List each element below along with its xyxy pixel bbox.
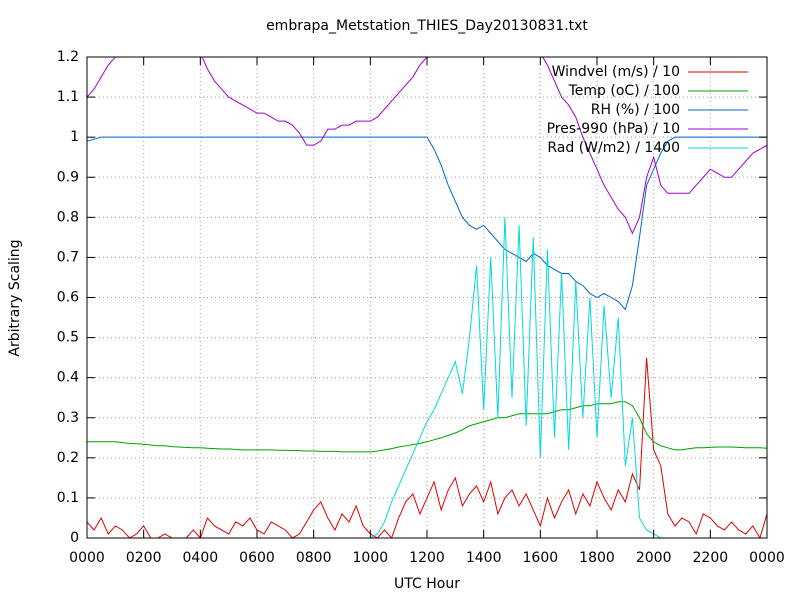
x-tick-label: 0400 — [183, 550, 219, 566]
x-tick-label: 1200 — [409, 550, 445, 566]
legend: Windvel (m/s) / 10 Temp (oC) / 100 RH (%) … — [547, 64, 748, 156]
y-tick-label: 0.4 — [57, 370, 79, 386]
y-tick-label: 1.1 — [57, 89, 79, 105]
x-tick-label: 0000 — [749, 550, 785, 566]
y-axis-label: Arbitrary Scaling — [7, 239, 23, 356]
series-line — [87, 136, 767, 311]
y-tick-label: 0.3 — [57, 410, 79, 426]
y-tick-label: 0.9 — [57, 169, 79, 185]
series-line — [87, 357, 767, 538]
chart-title: embrapa_Metstation_THIES_Day20130831.txt — [266, 18, 588, 34]
x-tick-label: 1800 — [579, 550, 615, 566]
x-tick-label: 1400 — [466, 550, 502, 566]
y-tick-label: 0.8 — [57, 209, 79, 225]
x-tick-label: 0000 — [69, 550, 105, 566]
legend-label: Temp (oC) / 100 — [568, 83, 680, 99]
y-tick-label: 0.7 — [57, 249, 79, 265]
x-tick-label: 2200 — [693, 550, 729, 566]
x-axis-label: UTC Hour — [394, 576, 460, 592]
x-tick-label: 0200 — [126, 550, 162, 566]
y-tick-label: 0 — [70, 530, 79, 546]
legend-label: Windvel (m/s) / 10 — [552, 64, 680, 80]
series-line — [87, 57, 767, 235]
y-tick-label: 0.2 — [57, 450, 79, 466]
x-tick-label: 0800 — [296, 550, 332, 566]
y-tick-label: 0.1 — [57, 490, 79, 506]
x-tick-label: 2000 — [636, 550, 672, 566]
y-tick-label: 1 — [70, 129, 79, 145]
legend-label: Pres-990 (hPa) / 10 — [547, 121, 680, 137]
x-tick-label: 1600 — [523, 550, 559, 566]
x-tick-label: 0600 — [239, 550, 275, 566]
legend-label: RH (%) / 100 — [591, 102, 680, 118]
y-tick-label: 0.6 — [57, 290, 79, 306]
y-tick-label: 0.5 — [57, 330, 79, 346]
x-tick-label: 1000 — [353, 550, 389, 566]
y-tick-label: 1.2 — [57, 49, 79, 65]
series-line — [87, 401, 767, 453]
legend-label: Rad (W/m2) / 1400 — [547, 140, 680, 156]
